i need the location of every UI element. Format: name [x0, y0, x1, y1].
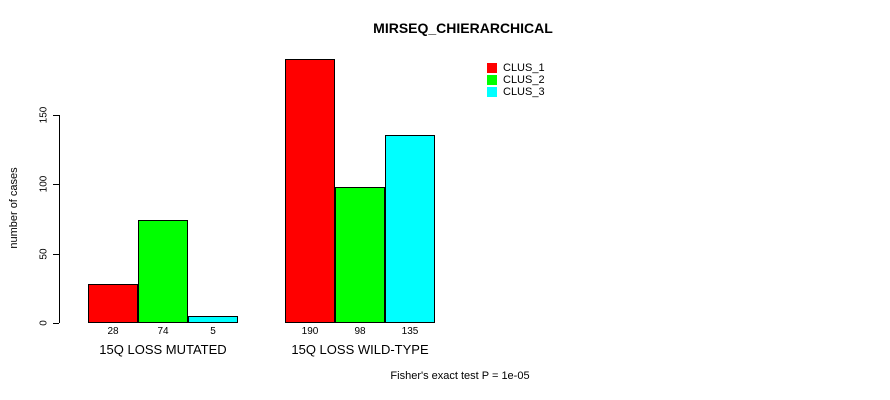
legend-item-clus-3: CLUS_3 — [487, 86, 545, 98]
y-axis-tick-label: 50 — [38, 248, 50, 260]
y-axis-tick — [53, 323, 59, 324]
legend-swatch-clus-1 — [487, 63, 497, 73]
bar-clus_3-group1 — [188, 316, 238, 323]
x-category-label: 15Q LOSS MUTATED — [99, 342, 227, 357]
bar-clus_2-group2 — [335, 187, 385, 323]
bar-clus_1-group2 — [285, 59, 335, 323]
legend-item-clus-1: CLUS_1 — [487, 62, 545, 74]
bar-value-label: 98 — [354, 326, 366, 337]
bar-value-label: 28 — [107, 326, 119, 337]
y-axis-tick-label: 100 — [38, 175, 50, 193]
y-axis-tick-label: 150 — [38, 106, 50, 124]
y-axis-line — [59, 115, 60, 323]
y-axis-tick-label: 0 — [38, 320, 50, 326]
bar-clus_3-group2 — [385, 135, 435, 323]
x-category-label: 15Q LOSS WILD-TYPE — [291, 342, 429, 357]
bar-value-label: 5 — [210, 326, 216, 337]
y-axis-tick — [53, 254, 59, 255]
bar-value-label: 190 — [301, 326, 319, 337]
bar-clus_2-group1 — [138, 220, 188, 323]
legend-label: CLUS_3 — [503, 86, 545, 98]
legend-swatch-clus-3 — [487, 87, 497, 97]
bar-clus_1-group1 — [88, 284, 138, 323]
legend: CLUS_1 CLUS_2 CLUS_3 — [487, 62, 545, 98]
legend-swatch-clus-2 — [487, 75, 497, 85]
legend-item-clus-2: CLUS_2 — [487, 74, 545, 86]
y-axis-tick — [53, 115, 59, 116]
legend-label: CLUS_1 — [503, 62, 545, 74]
caption-fishers-test: Fisher's exact test P = 1e-05 — [390, 370, 530, 382]
y-axis-label: number of cases — [8, 167, 20, 249]
bar-value-label: 74 — [157, 326, 169, 337]
legend-label: CLUS_2 — [503, 74, 545, 86]
y-axis-tick — [53, 184, 59, 185]
chart-title: MIRSEQ_CHIERARCHICAL — [373, 20, 553, 36]
bar-value-label: 135 — [401, 326, 419, 337]
